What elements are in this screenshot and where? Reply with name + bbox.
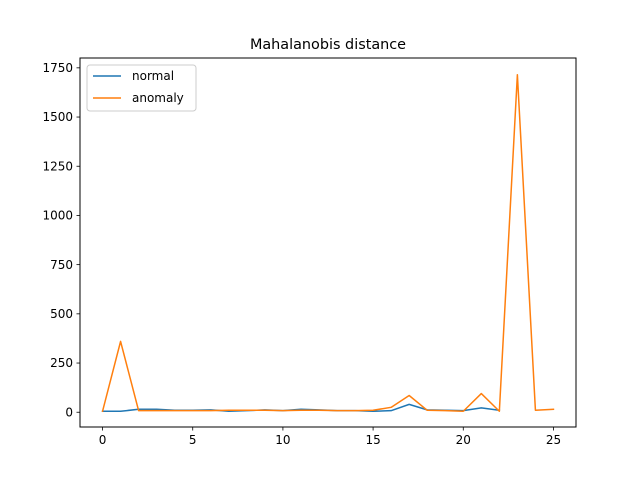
y-axis: 0 250 500 750 1000 1250 1500 1750 [42, 61, 80, 419]
series-line-anomaly [101, 73, 555, 413]
legend-label-anomaly: anomaly [132, 91, 184, 105]
x-axis: 0 5 10 15 20 25 [99, 427, 561, 447]
x-tick-label: 10 [275, 433, 290, 447]
chart-title: Mahalanobis distance [250, 37, 406, 53]
legend-label-normal: normal [132, 69, 174, 83]
y-tick-label: 0 [65, 405, 73, 419]
y-tick-label: 1000 [42, 209, 73, 223]
x-tick-label: 0 [99, 433, 107, 447]
y-tick-label: 500 [50, 307, 73, 321]
series-layer [101, 73, 555, 413]
y-tick-label: 750 [50, 258, 73, 272]
y-tick-label: 1500 [42, 110, 73, 124]
y-tick-label: 1250 [42, 159, 73, 173]
x-tick-label: 15 [365, 433, 380, 447]
legend: normal anomaly [86, 64, 197, 112]
plot-frame [79, 57, 577, 428]
y-tick-label: 1750 [42, 61, 73, 75]
y-tick-label: 250 [50, 356, 73, 370]
x-tick-label: 20 [456, 433, 471, 447]
x-tick-label: 25 [546, 433, 561, 447]
x-tick-label: 5 [189, 433, 197, 447]
